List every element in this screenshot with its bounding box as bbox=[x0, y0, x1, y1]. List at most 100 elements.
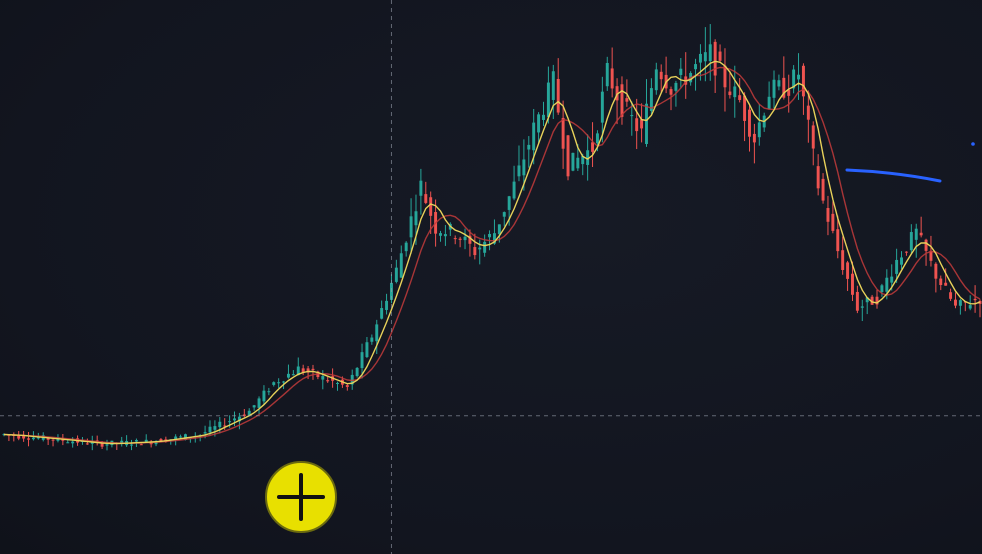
candle-body bbox=[512, 181, 516, 199]
candle-body bbox=[257, 398, 261, 408]
candle-body bbox=[321, 376, 325, 380]
candle-body bbox=[924, 239, 928, 251]
candle-body bbox=[909, 232, 913, 251]
candle-body bbox=[46, 437, 50, 440]
candle-body bbox=[154, 441, 158, 445]
candle-body bbox=[429, 197, 433, 216]
candle-body bbox=[797, 74, 801, 80]
candle-body bbox=[478, 247, 482, 250]
candle-body bbox=[738, 95, 742, 100]
candle-body bbox=[522, 159, 526, 176]
candle-body bbox=[767, 96, 771, 110]
candle-body bbox=[831, 213, 835, 231]
candle-body bbox=[252, 405, 256, 408]
candle-body bbox=[620, 84, 624, 117]
candle-body bbox=[326, 380, 330, 382]
candle-body bbox=[949, 292, 953, 299]
candle-body bbox=[566, 135, 570, 177]
candle-body bbox=[66, 442, 70, 444]
candle-body bbox=[586, 150, 590, 165]
candle-body bbox=[71, 441, 75, 444]
candle-body bbox=[944, 282, 948, 286]
candle-body bbox=[414, 211, 418, 226]
candle-body bbox=[649, 88, 653, 111]
candle-body bbox=[728, 91, 732, 96]
trend-line-drawing[interactable] bbox=[845, 168, 942, 183]
candle-body bbox=[708, 44, 712, 62]
candle-body bbox=[247, 410, 251, 416]
candle-body bbox=[144, 439, 148, 442]
candle-body bbox=[51, 439, 55, 441]
candle-body bbox=[836, 229, 840, 252]
drawing-anchor-dot[interactable] bbox=[971, 142, 975, 146]
candle-body bbox=[443, 234, 447, 237]
candle-body bbox=[17, 434, 21, 439]
candle-body bbox=[311, 368, 315, 371]
candle-body bbox=[134, 440, 138, 442]
candle-body bbox=[355, 367, 359, 377]
candle-body bbox=[591, 142, 595, 152]
candle-body bbox=[228, 421, 232, 423]
candle-body bbox=[890, 276, 894, 283]
candle-body bbox=[120, 440, 124, 444]
candle-body bbox=[841, 250, 845, 270]
candle-body bbox=[360, 352, 364, 369]
candle-body bbox=[473, 247, 477, 256]
candle-body bbox=[139, 444, 143, 446]
candle-body bbox=[625, 98, 629, 102]
candle-body bbox=[213, 426, 217, 430]
candle-body bbox=[669, 89, 673, 95]
candle-body bbox=[723, 65, 727, 88]
candle-body bbox=[556, 78, 560, 113]
candle-body bbox=[816, 166, 820, 189]
candle-body bbox=[659, 71, 663, 80]
candle-body bbox=[782, 77, 786, 98]
candle-body bbox=[419, 180, 423, 196]
candle-body bbox=[507, 196, 511, 210]
slow-moving-average-line bbox=[3, 66, 981, 444]
candle-body bbox=[811, 125, 815, 149]
candle-body bbox=[551, 71, 555, 100]
candle-body bbox=[517, 165, 521, 177]
candle-body bbox=[385, 300, 389, 310]
candle-body bbox=[698, 53, 702, 63]
candle-body bbox=[674, 82, 678, 91]
candle-body bbox=[576, 157, 580, 169]
crosshair-plus-icon bbox=[265, 461, 337, 533]
candle-body bbox=[394, 267, 398, 282]
candle-body bbox=[821, 178, 825, 201]
candle-body bbox=[895, 259, 899, 274]
candle-body bbox=[645, 103, 648, 145]
candle-body bbox=[27, 438, 30, 440]
candle-body bbox=[267, 391, 271, 393]
candle-body bbox=[174, 436, 178, 440]
fast-moving-average-line bbox=[3, 60, 981, 445]
candle-body bbox=[208, 426, 212, 433]
candle-body bbox=[497, 224, 501, 235]
candle-body bbox=[22, 434, 26, 439]
candle-body bbox=[605, 62, 609, 87]
candle-body bbox=[581, 155, 585, 165]
candle-body bbox=[934, 263, 938, 279]
candle-body bbox=[282, 381, 286, 383]
candle-body bbox=[826, 208, 830, 222]
candle-body bbox=[777, 80, 781, 87]
candle-body bbox=[713, 41, 717, 76]
candle-body bbox=[105, 444, 109, 446]
candle-body bbox=[218, 421, 222, 428]
candle-body bbox=[860, 306, 864, 308]
candle-body bbox=[183, 434, 187, 440]
candle-body bbox=[404, 242, 408, 252]
candle-body bbox=[718, 51, 722, 61]
candle-body bbox=[350, 374, 354, 385]
candle-body bbox=[223, 425, 227, 427]
candle-body bbox=[463, 236, 467, 241]
candle-body bbox=[375, 324, 379, 342]
candle-body bbox=[640, 119, 644, 129]
candle-body bbox=[262, 390, 266, 402]
candle-body bbox=[733, 86, 737, 98]
candle-body bbox=[914, 228, 918, 240]
candle-body bbox=[919, 232, 923, 236]
